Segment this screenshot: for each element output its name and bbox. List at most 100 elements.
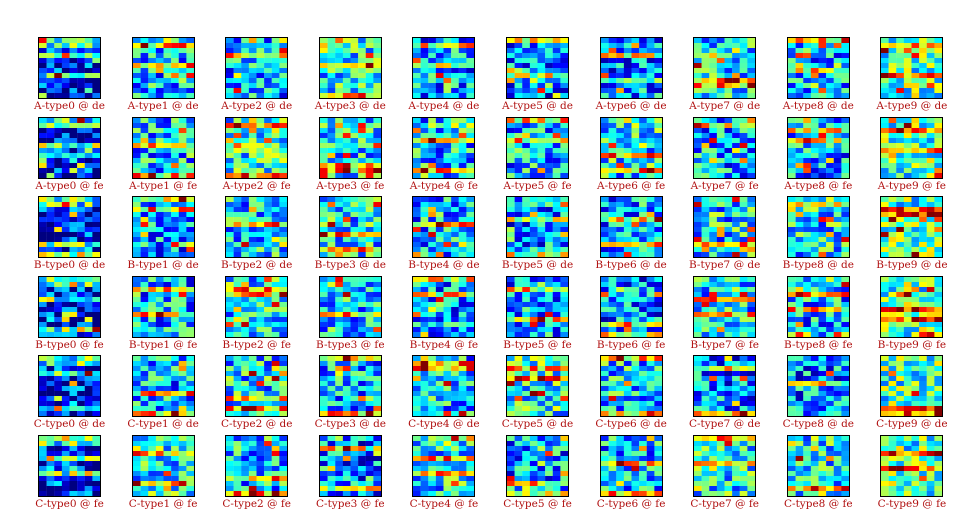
- heatmap-cell: [507, 281, 515, 287]
- heatmap-cell: [421, 396, 429, 402]
- heatmap-cell: [537, 331, 546, 337]
- heatmap-cell: [335, 291, 343, 297]
- heatmap-cell: [279, 296, 288, 302]
- heatmap-cell: [694, 361, 702, 367]
- heatmap-cell: [608, 167, 616, 173]
- heatmap-cell: [185, 331, 194, 337]
- heatmap-panel: [786, 116, 850, 179]
- heatmap-cell: [147, 83, 156, 89]
- heatmap-cell: [889, 381, 897, 387]
- heatmap-cell: [803, 53, 811, 59]
- heatmap-cell: [717, 73, 725, 79]
- heatmap-cell: [46, 436, 55, 442]
- heatmap-cell: [342, 301, 351, 307]
- heatmap-cell: [709, 172, 718, 178]
- heatmap-cell: [373, 242, 381, 248]
- heatmap-image: [131, 37, 195, 99]
- heatmap-cell: [545, 396, 553, 402]
- heatmap-cell: [560, 321, 568, 327]
- heatmap-cell: [421, 63, 429, 69]
- heatmap-cell: [443, 38, 452, 44]
- heatmap-cell: [279, 276, 288, 282]
- heatmap-cell: [279, 396, 288, 402]
- heatmap-cell: [615, 376, 624, 382]
- heatmap-cell: [600, 371, 609, 377]
- heatmap-cell: [132, 227, 141, 233]
- heatmap-cell: [747, 58, 756, 64]
- heatmap-cell: [373, 38, 381, 44]
- heatmap-cell: [881, 202, 890, 208]
- heatmap-cell: [264, 242, 273, 248]
- heatmap-cell: [709, 142, 718, 148]
- heatmap-cell: [638, 331, 647, 337]
- heatmap-cell: [163, 291, 171, 297]
- heatmap-cell: [271, 162, 280, 168]
- heatmap-cell: [241, 406, 250, 412]
- heatmap-cell: [717, 68, 725, 74]
- heatmap-cell: [373, 127, 381, 133]
- heatmap-cell: [163, 162, 171, 168]
- heatmap-cell: [170, 68, 179, 74]
- heatmap-cell: [638, 237, 647, 243]
- heatmap-cell: [934, 247, 943, 253]
- heatmap-cell: [77, 88, 85, 94]
- heatmap-cell: [747, 117, 756, 123]
- heatmap-cell: [84, 197, 93, 203]
- heatmap-cell: [787, 381, 796, 387]
- heatmap-cell: [739, 63, 748, 69]
- heatmap-cell: [226, 232, 234, 238]
- heatmap-cell: [335, 127, 343, 133]
- heatmap-cell: [747, 63, 756, 69]
- heatmap-cell: [61, 286, 70, 292]
- heatmap-cell: [61, 252, 70, 258]
- heatmap-cell: [61, 242, 70, 248]
- heatmap-cell: [732, 301, 741, 307]
- heatmap-cell: [623, 88, 632, 94]
- heatmap-cell: [529, 281, 538, 287]
- heatmap-cell: [327, 306, 336, 312]
- heatmap-cell: [724, 167, 733, 173]
- heatmap-cell: [451, 53, 460, 59]
- heatmap-cell: [226, 53, 234, 59]
- heatmap-cell: [841, 117, 849, 123]
- heatmap-cell: [185, 391, 194, 397]
- heatmap-cell: [319, 78, 328, 84]
- heatmap-cell: [185, 152, 194, 158]
- heatmap-cell: [249, 88, 257, 94]
- heatmap-cell: [69, 167, 78, 173]
- heatmap-cell: [803, 127, 811, 133]
- heatmap-cell: [256, 376, 265, 382]
- heatmap-cell: [451, 366, 460, 372]
- heatmap-cell: [638, 311, 647, 317]
- heatmap-cell: [459, 366, 467, 372]
- heatmap-cell: [615, 132, 624, 138]
- heatmap-cell: [155, 316, 164, 322]
- heatmap-cell: [732, 38, 741, 44]
- heatmap-cell: [69, 356, 78, 362]
- heatmap-cell: [428, 301, 437, 307]
- heatmap-cell: [413, 48, 422, 54]
- panel-caption: B-type9 @ de: [876, 259, 948, 272]
- heatmap-cell: [39, 381, 47, 387]
- heatmap-cell: [709, 212, 718, 218]
- heatmap-cell: [264, 83, 273, 89]
- heatmap-cell: [155, 142, 164, 148]
- heatmap-cell: [39, 117, 47, 123]
- heatmap-cell: [701, 286, 710, 292]
- heatmap-cell: [507, 276, 515, 282]
- heatmap-cell: [84, 157, 93, 163]
- heatmap-cell: [92, 212, 100, 218]
- heatmap-cell: [39, 78, 47, 84]
- heatmap-cell: [724, 331, 733, 337]
- heatmap-cell: [61, 291, 70, 297]
- heatmap-cell: [132, 286, 141, 292]
- heatmap-cell: [911, 142, 920, 148]
- heatmap-cell: [841, 73, 849, 79]
- heatmap-cell: [256, 172, 265, 178]
- heatmap-cell: [522, 381, 531, 387]
- heatmap-cell: [825, 122, 834, 128]
- heatmap-cell: [421, 197, 429, 203]
- heatmap-cell: [646, 311, 655, 317]
- heatmap-cell: [335, 63, 343, 69]
- heatmap-cell: [77, 361, 85, 367]
